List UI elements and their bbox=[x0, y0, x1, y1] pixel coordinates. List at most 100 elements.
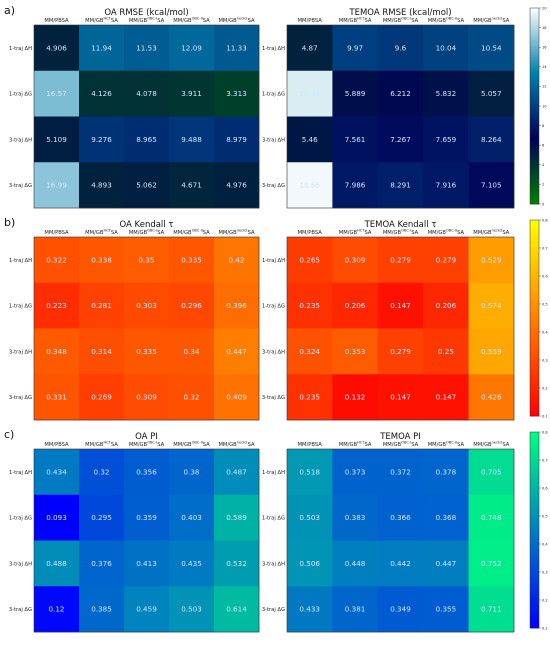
colorbar-segment bbox=[530, 512, 539, 516]
colorbar-segment bbox=[530, 596, 539, 599]
colorbar-segment bbox=[530, 398, 539, 402]
heatmap-cell bbox=[169, 25, 215, 72]
row-label: 1-traj ΔG bbox=[9, 304, 32, 310]
colorbar-segment bbox=[530, 295, 539, 299]
heatmap-cell bbox=[79, 70, 125, 117]
colorbar: 0 2 4 6 8 10 12 14 16 18 20 bbox=[529, 6, 547, 206]
colorbar-segment bbox=[530, 354, 539, 358]
column-label-superscript: OBC-I bbox=[401, 229, 411, 233]
column-label: MM/PBSA bbox=[298, 230, 323, 236]
colorbar-segment bbox=[530, 132, 539, 136]
heatmap-cell bbox=[214, 116, 260, 163]
column-label: MM/PBSA bbox=[44, 442, 69, 448]
heatmap-cell bbox=[214, 449, 260, 496]
cell-value-label: 0.335 bbox=[136, 347, 157, 356]
colorbar-segment bbox=[530, 157, 539, 161]
colorbar-tick-label: 0.2 bbox=[542, 598, 548, 602]
colorbar-segment bbox=[530, 54, 539, 58]
heatmap-cell bbox=[468, 70, 515, 117]
cell-value-label: 7.659 bbox=[436, 135, 457, 144]
colorbar-tick-label: 0.4 bbox=[542, 330, 548, 334]
heatmap-cell bbox=[423, 494, 469, 541]
colorbar-segment bbox=[530, 483, 539, 487]
cell-value-label: 0.376 bbox=[91, 559, 112, 568]
heatmap-cell bbox=[332, 70, 379, 117]
colorbar-tick-label: 16 bbox=[542, 46, 547, 50]
colorbar-segment bbox=[530, 569, 539, 573]
heatmap-cell bbox=[332, 237, 379, 284]
row-label: 3-traj ΔG bbox=[9, 607, 32, 613]
cell-value-label: 0.147 bbox=[436, 393, 457, 402]
column-label-base: MM/GB bbox=[339, 442, 358, 448]
colorbar-segment bbox=[530, 81, 539, 85]
heatmap-cell bbox=[214, 374, 260, 421]
heatmap-cell bbox=[377, 586, 424, 633]
cell-value-label: 4.671 bbox=[181, 181, 202, 190]
colorbar-segment bbox=[530, 110, 539, 114]
heatmap-cell bbox=[214, 70, 260, 117]
colorbar-tick-label: 0.6 bbox=[542, 274, 548, 278]
colorbar-segment bbox=[530, 196, 539, 200]
cell-value-label: 0.366 bbox=[390, 513, 411, 522]
heatmap-temoa: TEMOA Kendall τMM/PBSA MM/GBHCTSA MM/GBOBC… bbox=[262, 220, 515, 421]
cell-value-label: 0.356 bbox=[136, 467, 157, 476]
column-label-superscript: HCT bbox=[103, 441, 111, 445]
column-label: MM/GBneck2SA bbox=[473, 229, 510, 236]
cell-value-label: 0.353 bbox=[345, 347, 366, 356]
heatmap-cell bbox=[423, 374, 469, 421]
colorbar-segment bbox=[530, 325, 539, 329]
cell-value-label: 10.04 bbox=[436, 43, 457, 52]
cell-value-label: 0.12 bbox=[48, 605, 64, 614]
colorbar-tick-label: 0.5 bbox=[542, 514, 548, 518]
heatmap-frame bbox=[33, 24, 260, 209]
cell-value-label: 9.97 bbox=[347, 43, 363, 52]
panel-label: c) bbox=[4, 428, 14, 441]
heatmap-cell bbox=[124, 449, 170, 496]
heatmap-cell bbox=[287, 586, 333, 633]
colorbar-segment bbox=[530, 96, 539, 100]
colorbar-segment bbox=[530, 239, 539, 243]
colorbar-segment bbox=[530, 118, 539, 122]
colorbar: 0.1 0.2 0.3 0.4 0.5 0.6 0.7 0.8 bbox=[529, 430, 548, 630]
heatmap-cell bbox=[468, 237, 515, 284]
cell-value-label: 0.279 bbox=[390, 347, 411, 356]
column-label: MM/PBSA bbox=[44, 230, 69, 236]
heatmap-cell bbox=[169, 237, 215, 284]
heatmap-cell bbox=[423, 70, 469, 117]
colorbar-tick-label: 18 bbox=[542, 26, 547, 30]
colorbar-segment bbox=[530, 588, 539, 592]
heatmap-cell bbox=[169, 328, 215, 375]
cell-value-label: 0.32 bbox=[93, 467, 109, 476]
cell-value-label: 5.832 bbox=[436, 89, 457, 98]
heatmap-cell bbox=[169, 586, 215, 633]
colorbar-segment bbox=[530, 537, 539, 541]
colorbar-segment bbox=[530, 344, 539, 348]
colorbar-segment bbox=[530, 66, 539, 70]
chart-title: OA RMSE (kcal/mol) bbox=[104, 8, 188, 18]
cell-value-label: 0.093 bbox=[46, 513, 67, 522]
colorbar-segment bbox=[530, 468, 539, 472]
column-label-suffix: SA bbox=[203, 230, 210, 236]
heatmap-cell bbox=[79, 162, 125, 209]
colorbar-segment bbox=[530, 503, 539, 506]
colorbar-segment bbox=[530, 37, 539, 41]
colorbar-segment bbox=[530, 74, 539, 77]
colorbar-segment bbox=[530, 386, 539, 390]
colorbar-segment bbox=[530, 576, 539, 580]
heatmap-cell bbox=[332, 116, 379, 163]
cell-value-label: 0.223 bbox=[46, 301, 67, 310]
cell-value-label: 0.447 bbox=[226, 347, 247, 356]
colorbar-segment bbox=[530, 135, 539, 139]
colorbar-segment bbox=[530, 229, 539, 233]
colorbar-segment bbox=[530, 259, 539, 263]
colorbar-frame bbox=[529, 431, 540, 629]
colorbar-segment bbox=[530, 261, 539, 265]
column-label-suffix: SA bbox=[411, 18, 418, 24]
cell-value-label: 0.349 bbox=[390, 605, 411, 614]
heatmap-cell bbox=[423, 237, 469, 284]
cell-value-label: 11.53 bbox=[136, 43, 157, 52]
colorbar-segment bbox=[530, 618, 539, 622]
colorbar-segment bbox=[530, 181, 539, 185]
column-label-suffix: SA bbox=[157, 442, 164, 448]
colorbar-tick-label: 0.1 bbox=[542, 626, 548, 630]
